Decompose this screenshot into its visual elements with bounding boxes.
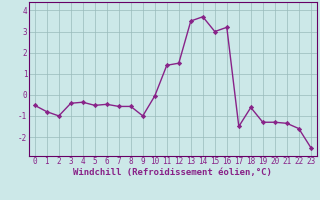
X-axis label: Windchill (Refroidissement éolien,°C): Windchill (Refroidissement éolien,°C) <box>73 168 272 177</box>
